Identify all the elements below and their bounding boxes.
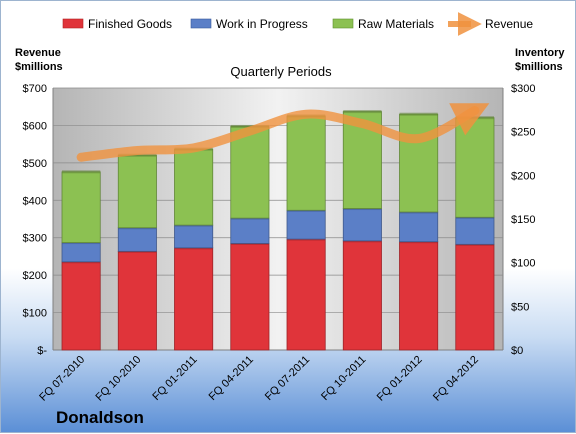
legend-swatch-raw-materials	[333, 19, 353, 28]
bar-raw-materials[interactable]	[456, 118, 494, 218]
legend-item-work-in-progress[interactable]: Work in Progress	[191, 17, 308, 31]
legend-label-raw-materials: Raw Materials	[358, 17, 434, 31]
x-tick-label: FQ 01-2012	[375, 354, 425, 404]
left-tick-label: $400	[23, 195, 47, 207]
bar-finished-goods[interactable]	[62, 262, 100, 350]
right-tick-label: $300	[511, 83, 535, 95]
bar-work-in-progress[interactable]	[118, 228, 156, 252]
bar-raw-materials-cap	[62, 170, 100, 173]
legend-swatch-finished-goods	[63, 19, 83, 28]
right-tick-label: $0	[511, 345, 523, 357]
bar-raw-materials[interactable]	[62, 172, 100, 243]
left-tick-label: $-	[37, 345, 47, 357]
legend: Finished Goods Work in Progress Raw Mate…	[63, 17, 533, 31]
bar-raw-materials[interactable]	[175, 149, 213, 225]
right-axis-title-line-1: Inventory	[515, 47, 565, 59]
bar-work-in-progress[interactable]	[62, 243, 100, 262]
bar-finished-goods[interactable]	[175, 248, 213, 350]
bar-raw-materials[interactable]	[231, 126, 269, 218]
left-tick-label: $700	[23, 83, 47, 95]
right-tick-label: $100	[511, 258, 535, 270]
bar-work-in-progress[interactable]	[231, 218, 269, 243]
x-tick-label: FQ 04-2012	[431, 354, 481, 404]
bar-finished-goods[interactable]	[400, 242, 438, 350]
x-tick-label: FQ 07-2011	[263, 354, 312, 403]
legend-label-work-in-progress: Work in Progress	[216, 17, 308, 31]
bar-raw-materials-cap	[400, 113, 438, 116]
bar-raw-materials-cap	[343, 110, 381, 113]
right-tick-labels: $0 $50 $100 $150 $200 $250 $300	[511, 83, 535, 357]
bar-raw-materials[interactable]	[118, 155, 156, 227]
right-tick-label: $200	[511, 170, 535, 182]
x-tick-label: FQ 07-2010	[37, 354, 87, 404]
bar-work-in-progress[interactable]	[456, 217, 494, 244]
legend-item-raw-materials[interactable]: Raw Materials	[333, 17, 434, 31]
left-tick-label: $600	[23, 120, 47, 132]
x-tick-label: FQ 10-2010	[94, 354, 144, 404]
left-axis-title-line-1: Revenue	[15, 47, 61, 59]
bar-finished-goods[interactable]	[343, 241, 381, 350]
left-tick-label: $500	[23, 158, 47, 170]
chart-title: Quarterly Periods	[230, 64, 332, 79]
bar-raw-materials[interactable]	[287, 116, 325, 210]
bar-work-in-progress[interactable]	[400, 212, 438, 242]
legend-item-finished-goods[interactable]: Finished Goods	[63, 17, 172, 31]
legend-item-revenue[interactable]: Revenue	[448, 17, 533, 31]
x-tick-label: FQ 10-2011	[319, 354, 368, 403]
right-axis-title-line-2: $millions	[515, 61, 563, 73]
company-name: Donaldson	[56, 408, 144, 427]
left-tick-labels: $- $100 $200 $300 $400 $500 $600 $700	[23, 83, 48, 357]
bar-finished-goods[interactable]	[231, 243, 269, 350]
x-tick-label: FQ 04-2011	[207, 354, 256, 403]
bar-finished-goods[interactable]	[118, 251, 156, 350]
bar-work-in-progress[interactable]	[343, 209, 381, 241]
right-tick-label: $50	[511, 301, 529, 313]
right-tick-label: $150	[511, 214, 535, 226]
bar-work-in-progress[interactable]	[287, 210, 325, 239]
right-tick-label: $250	[511, 127, 535, 139]
bar-work-in-progress[interactable]	[175, 225, 213, 248]
bar-raw-materials[interactable]	[400, 114, 438, 212]
left-tick-label: $300	[23, 233, 47, 245]
legend-swatch-work-in-progress	[191, 19, 211, 28]
bar-finished-goods[interactable]	[287, 239, 325, 350]
bar-finished-goods[interactable]	[456, 244, 494, 350]
legend-label-finished-goods: Finished Goods	[88, 17, 172, 31]
left-axis-title-line-2: $millions	[15, 61, 63, 73]
x-tick-label: FQ 01-2011	[150, 354, 199, 403]
legend-label-revenue: Revenue	[485, 17, 533, 31]
left-tick-label: $200	[23, 270, 47, 282]
left-tick-label: $100	[23, 308, 47, 320]
